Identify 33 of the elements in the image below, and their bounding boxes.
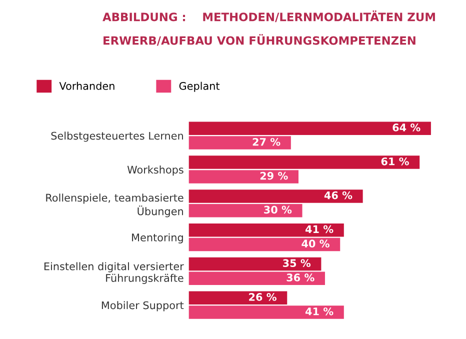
data-label: 35 % xyxy=(283,259,311,268)
data-label: 29 % xyxy=(260,172,288,180)
bar xyxy=(188,136,291,150)
data-label: 30 % xyxy=(264,206,292,214)
data-label: 41 % xyxy=(305,225,334,234)
bar xyxy=(188,238,340,252)
data-label: 27 % xyxy=(252,138,280,146)
data-label: 64 % xyxy=(392,124,420,132)
chart-title: ABBILDUNG : METHODEN/LERNMODALITÄTEN ZUM ERWERB/AUFBAU VON FÜHRUNGSKOMPETENZEN xyxy=(102,10,435,46)
y-tick-label: Workshops xyxy=(127,166,184,176)
bar xyxy=(188,170,298,184)
y-tick-label: Selbstgesteuertes Lernen xyxy=(51,132,183,142)
data-label: 41 % xyxy=(305,307,334,316)
data-label: 46 % xyxy=(324,191,352,200)
legend-label: Vorhanden xyxy=(59,82,114,90)
bar xyxy=(188,257,322,271)
bar xyxy=(188,190,363,203)
legend-label: Geplant xyxy=(179,82,220,92)
bar xyxy=(188,204,302,218)
bar xyxy=(188,291,288,305)
data-label: 40 % xyxy=(302,240,330,248)
y-tick-label: Einstellen digital versierter Führungskräfte xyxy=(44,262,184,284)
data-label: 26 % xyxy=(249,293,276,301)
bar xyxy=(188,122,431,136)
y-tick-label: Mobiler Support xyxy=(102,301,184,312)
data-label: 61 % xyxy=(381,157,409,166)
y-tick-label: Rollenspiele, teambasierte Übungen xyxy=(46,194,184,218)
bar xyxy=(188,156,420,169)
bar xyxy=(188,306,344,319)
y-tick-label: Mentoring xyxy=(132,233,183,244)
bar xyxy=(188,272,325,286)
data-label: 36 % xyxy=(286,274,314,282)
bar xyxy=(188,223,344,237)
